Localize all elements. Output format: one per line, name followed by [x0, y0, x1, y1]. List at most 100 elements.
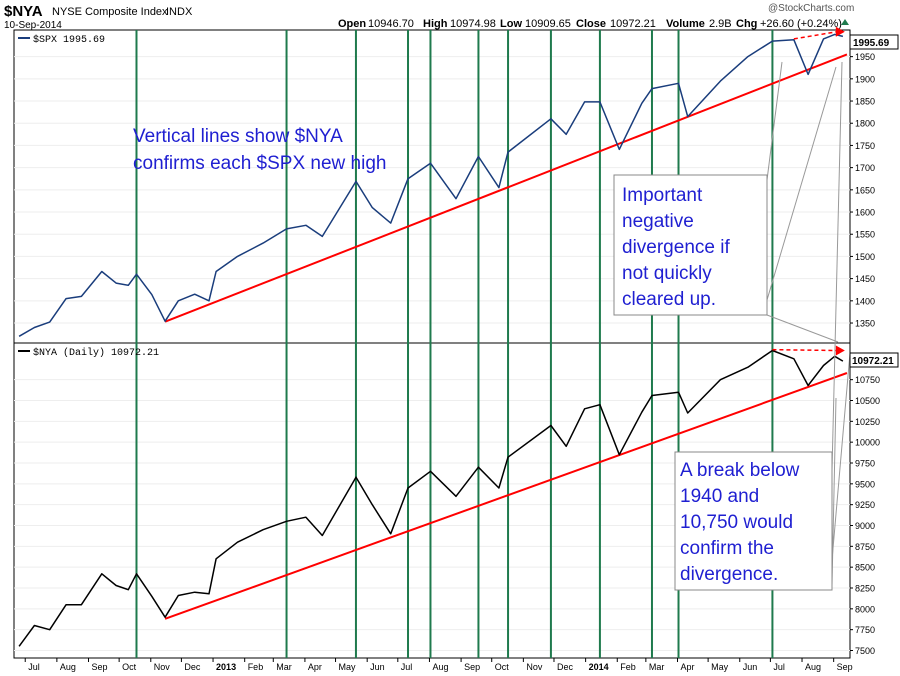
vertical-lines-note-line2: confirms each $SPX new high: [133, 153, 386, 174]
y-tick-label: 1850: [855, 97, 875, 107]
divergence-arrow-line: [793, 31, 837, 40]
x-tick-label: Jul: [773, 662, 785, 672]
series-line: [18, 349, 844, 647]
nya-legend: $NYA (Daily) 10972.21: [18, 347, 159, 359]
y-tick-label: 7500: [855, 646, 875, 656]
y-tick-label: 1600: [855, 208, 875, 218]
exchange: INDX: [166, 6, 193, 18]
vertical-lines-note-line1: Vertical lines show $NYA: [133, 126, 343, 147]
spx-last-value: 1995.69: [853, 38, 890, 49]
callout-pointer-line: [831, 352, 851, 561]
x-tick-label: May: [711, 662, 729, 672]
divergence-callout-line3: divergence if: [622, 237, 730, 258]
y-tick-label: 1650: [855, 185, 875, 195]
close-value: 10972.21: [610, 18, 656, 30]
y-tick-label: 8250: [855, 584, 875, 594]
callout-pointer-line: [831, 397, 837, 586]
trendlines-layer: [164, 53, 848, 620]
divergence-callout-line5: cleared up.: [622, 289, 716, 310]
y-tick-label: 8000: [855, 604, 875, 614]
y-tick-label: 10250: [855, 417, 880, 427]
chart-date: 10-Sep-2014: [4, 20, 62, 31]
y-tick-label: 8500: [855, 563, 875, 573]
callout-pointer-line: [766, 66, 837, 301]
divergence-callout-line2: negative: [622, 211, 694, 232]
volume-label: Volume: [666, 18, 705, 30]
x-tick-label: Sep: [464, 662, 480, 672]
y-tick-label: 1550: [855, 230, 875, 240]
x-tick-label: Apr: [308, 662, 322, 672]
break-callout-line5: divergence.: [680, 564, 778, 585]
x-tick-label: May: [339, 662, 357, 672]
x-tick-label: 2013: [216, 662, 236, 672]
y-tick-label: 1950: [855, 52, 875, 62]
spx-legend-label: $SPX 1995.69: [33, 34, 105, 46]
high-label: High: [423, 18, 448, 30]
nya-legend-label: $NYA (Daily) 10972.21: [33, 347, 159, 359]
chg-value: +26.60 (+0.24%): [760, 18, 842, 30]
x-ticks-layer: Jul Aug Sep Oct Nov Dec 2013 Feb Mar Apr May Jun Jul…: [24, 658, 853, 672]
y-tick-label: 1450: [855, 274, 875, 284]
y-tick-label: 1500: [855, 252, 875, 262]
y-tick-label: 1350: [855, 319, 875, 329]
x-tick-label: Jul: [28, 662, 40, 672]
y-tick-label: 10750: [855, 375, 880, 385]
divergence-arrow-head: [835, 345, 845, 356]
x-tick-label: Aug: [432, 662, 448, 672]
x-tick-label: Oct: [495, 662, 510, 672]
x-tick-label: Jun: [743, 662, 758, 672]
spx-last-value-tag: [849, 34, 899, 50]
up-arrow-icon: [841, 19, 849, 25]
x-tick-label: Jun: [370, 662, 385, 672]
x-tick-label: Aug: [60, 662, 76, 672]
y-tick-label: 1750: [855, 141, 875, 151]
y-tick-label: 1700: [855, 163, 875, 173]
y-tick-label: 9500: [855, 479, 875, 489]
x-tick-label: Feb: [620, 662, 636, 672]
break-callout-box: [674, 451, 833, 591]
x-tick-label: Oct: [122, 662, 137, 672]
divergence-callout-box: [613, 174, 768, 316]
callout-lines-layer: [766, 61, 851, 586]
watermark: @StockCharts.com: [768, 3, 854, 14]
x-tick-label: Aug: [805, 662, 821, 672]
vertical-lines-layer: [135, 30, 774, 658]
low-label: Low: [500, 18, 522, 30]
x-tick-label: Dec: [184, 662, 201, 672]
chg-label: Chg: [736, 18, 757, 30]
callout-pointer-line: [766, 61, 783, 181]
y-tick-label: 9250: [855, 500, 875, 510]
x-tick-label: Dec: [557, 662, 574, 672]
nya-last-value: 10972.21: [852, 356, 894, 367]
symbol: $NYA: [4, 3, 43, 20]
divergence-callout-line4: not quickly: [622, 263, 712, 284]
low-value: 10909.65: [525, 18, 571, 30]
x-tick-label: Mar: [649, 662, 665, 672]
x-tick-label: Sep: [92, 662, 108, 672]
x-tick-label: Nov: [154, 662, 171, 672]
open-value: 10946.70: [368, 18, 414, 30]
series-line: [18, 33, 844, 337]
y-tick-label: 8750: [855, 542, 875, 552]
index-name: NYSE Composite Index: [52, 6, 168, 18]
y-ticks-layer: 1350 1400 1450 1500 1550 1600 1650 1700 1750 1800…: [850, 52, 880, 656]
x-tick-label: Feb: [248, 662, 264, 672]
y-tick-label: 1800: [855, 119, 875, 129]
y-tick-label: 10000: [855, 438, 880, 448]
x-tick-label: 2014: [589, 662, 609, 672]
high-value: 10974.98: [450, 18, 496, 30]
spx-legend: $SPX 1995.69: [18, 34, 105, 46]
divergence-arrow-head: [835, 26, 845, 37]
x-tick-label: Sep: [837, 662, 853, 672]
break-callout-line3: 10,750 would: [680, 512, 793, 533]
series-layer: [18, 33, 844, 647]
divergence-callout-line1: Important: [622, 185, 703, 206]
break-callout-line2: 1940 and: [680, 486, 759, 507]
trendline: [164, 372, 848, 620]
y-tick-label: 1900: [855, 74, 875, 84]
open-label: Open: [338, 18, 366, 30]
y-tick-label: 9750: [855, 459, 875, 469]
x-tick-label: Nov: [526, 662, 543, 672]
break-callout-line4: confirm the: [680, 538, 774, 559]
